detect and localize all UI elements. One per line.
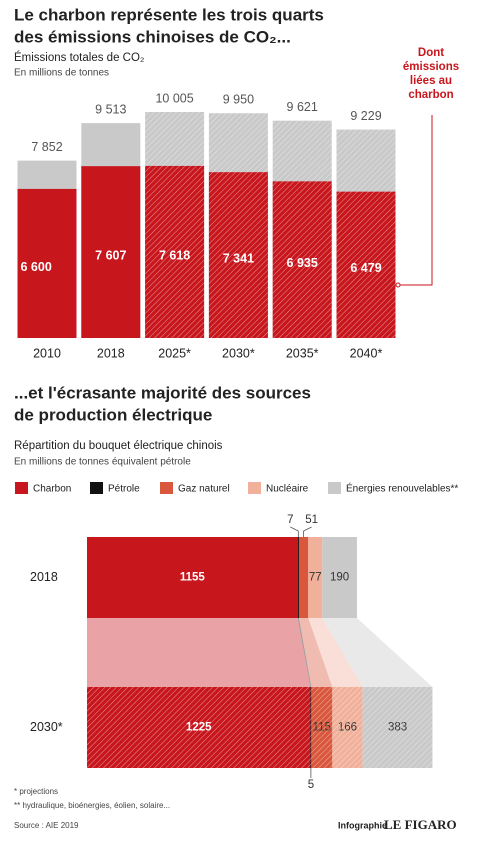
value-label: 5 <box>308 779 314 791</box>
category-label: 2018 <box>97 346 125 360</box>
value-label: 77 <box>309 572 322 584</box>
hatch <box>87 687 433 768</box>
flow-band <box>87 618 311 687</box>
segment <box>297 537 299 618</box>
category-label: 2030* <box>222 346 255 360</box>
legend-label: Charbon <box>33 484 71 495</box>
total-label: 9 621 <box>287 100 318 114</box>
value-label: 7 618 <box>159 248 190 262</box>
annotation-leader <box>398 115 433 286</box>
value-label: 1155 <box>180 572 206 584</box>
category-label: 2040* <box>350 346 383 360</box>
legend-swatch <box>160 482 173 494</box>
segment <box>322 537 357 618</box>
segment <box>298 537 309 618</box>
legend-label: Nucléaire <box>266 484 309 495</box>
category-label: 2018 <box>30 570 58 584</box>
value-label: 6 600 <box>21 260 52 274</box>
hatch <box>272 120 332 338</box>
footnote: ** hydraulique, bioénergies, éolien, sol… <box>14 801 170 810</box>
legend-swatch <box>248 482 261 494</box>
segment <box>308 537 323 618</box>
hatch <box>208 113 268 339</box>
title-line: des émissions chinoises de CO₂... <box>14 27 291 46</box>
total-label: 7 852 <box>31 140 62 154</box>
legend-label: Gaz naturel <box>178 484 230 495</box>
credit: Infographie <box>338 820 387 830</box>
flow-band <box>298 618 333 687</box>
legend-label: Énergies renouvelables** <box>346 482 458 495</box>
total-label: 9 513 <box>95 102 126 116</box>
legend-label: Pétrole <box>108 484 140 495</box>
legend-swatch <box>15 482 28 494</box>
unit: En millions de tonnes <box>14 68 109 79</box>
category-label: 2010 <box>33 346 61 360</box>
value-label: 7 341 <box>223 251 254 265</box>
flow-band <box>322 618 433 687</box>
title-line: Le charbon représente les trois quarts <box>14 5 324 24</box>
unit: En millions de tonnes équivalent pétrole <box>14 457 191 468</box>
series-annotation: Dont émissions liées au charbon <box>402 47 460 101</box>
flow-band <box>297 618 312 687</box>
label-leader <box>290 526 299 537</box>
value-label: 190 <box>330 572 349 584</box>
legend-swatch <box>90 482 103 494</box>
hatch <box>145 112 205 338</box>
category-label: 2025* <box>158 346 191 360</box>
flow-band <box>308 618 363 687</box>
subtitle: Répartition du bouquet électrique chinoi… <box>14 440 223 452</box>
value-label: 6 479 <box>350 261 381 275</box>
legend-swatch <box>328 482 341 494</box>
value-label: 7 607 <box>95 248 126 262</box>
label-leader <box>303 526 312 537</box>
coal-bar <box>17 188 77 338</box>
annotation-dot <box>395 282 401 288</box>
logo: LE FIGARO <box>384 817 457 832</box>
category-label: 2030* <box>30 720 63 734</box>
title-line: ...et l'écrasante majorité des sources <box>14 383 311 402</box>
value-label: 7 <box>287 514 293 526</box>
value-label: 6 935 <box>287 256 318 270</box>
category-label: 2035* <box>286 346 319 360</box>
source: Source : AIE 2019 <box>14 821 79 830</box>
coal-bar <box>81 166 141 338</box>
title-line: de production électrique <box>14 405 212 424</box>
subtitle: Émissions totales de CO₂ <box>14 51 144 64</box>
footnote: * projections <box>14 787 58 796</box>
total-label: 10 005 <box>155 91 193 105</box>
hatch <box>336 129 396 338</box>
total-label: 9 229 <box>350 109 381 123</box>
total-label: 9 950 <box>223 93 254 107</box>
value-label: 51 <box>305 514 318 526</box>
segment <box>87 537 298 618</box>
